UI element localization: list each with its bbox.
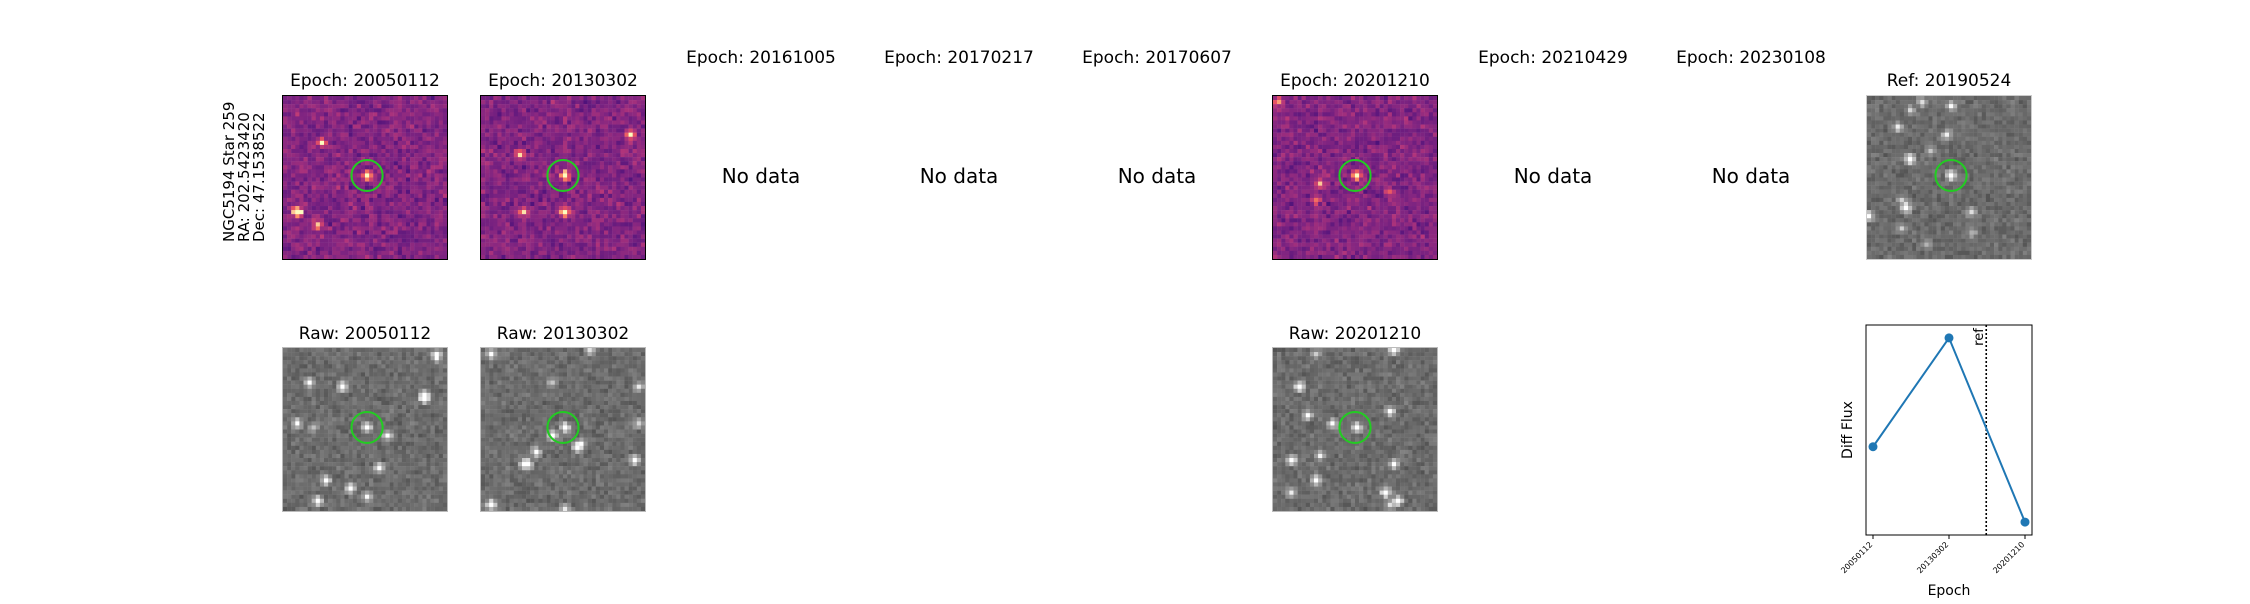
diff-image-20050112 [282, 95, 448, 260]
raw-image-svg [481, 348, 645, 511]
raw-image-svg [283, 348, 447, 511]
no-data-message-5: No data [1118, 164, 1197, 188]
diff-image-svg [481, 96, 645, 259]
raw-title-2: Raw: 20130302 [497, 324, 630, 344]
y-axis-label: Diff Flux [1840, 401, 1856, 459]
no-data-message-7: No data [1514, 164, 1593, 188]
raw-image-20050112 [282, 347, 448, 512]
ref-image-20190524 [1866, 95, 2032, 260]
star-dec: Dec: 47.1538522 [252, 112, 267, 242]
epoch-title-2: Epoch: 20130302 [488, 71, 638, 91]
raw-image-svg [1273, 348, 1437, 511]
diff-image-20130302 [480, 95, 646, 260]
diff-image-svg [283, 96, 447, 259]
x-tick-label: 20050112 [1839, 540, 1874, 575]
diff-image-20201210 [1272, 95, 1438, 260]
data-point [2021, 518, 2030, 527]
light-curve-chart: ref 20050112 20130302 20201210 Epoch Diff Flu… [1830, 320, 2050, 600]
data-point [1869, 442, 1878, 451]
plot-frame [1866, 325, 2032, 535]
data-point [1945, 333, 1954, 342]
no-data-message-3: No data [722, 164, 801, 188]
epoch-title-4: Epoch: 20170217 [884, 48, 1034, 68]
ref-title: Ref: 20190524 [1887, 71, 2012, 91]
epoch-title-1: Epoch: 20050112 [290, 71, 440, 91]
x-tick-label: 20130302 [1915, 540, 1950, 575]
raw-title-1: Raw: 20050112 [299, 324, 432, 344]
epoch-title-7: Epoch: 20210429 [1478, 48, 1628, 68]
ref-image-svg [1867, 96, 2031, 259]
epoch-title-3: Epoch: 20161005 [686, 48, 836, 68]
no-data-message-4: No data [920, 164, 999, 188]
no-data-message-8: No data [1712, 164, 1791, 188]
epoch-title-8: Epoch: 20230108 [1676, 48, 1826, 68]
raw-image-20130302 [480, 347, 646, 512]
epoch-title-6: Epoch: 20201210 [1280, 71, 1430, 91]
diff-image-svg [1273, 96, 1437, 259]
ref-label: ref [1972, 328, 1987, 346]
x-tick-label: 20201210 [1991, 540, 2026, 575]
raw-title-3: Raw: 20201210 [1289, 324, 1422, 344]
raw-image-20201210 [1272, 347, 1438, 512]
epoch-title-5: Epoch: 20170607 [1082, 48, 1232, 68]
x-axis-label: Epoch [1928, 583, 1971, 599]
light-curve-svg: ref 20050112 20130302 20201210 Epoch Diff Flu… [1830, 320, 2050, 600]
